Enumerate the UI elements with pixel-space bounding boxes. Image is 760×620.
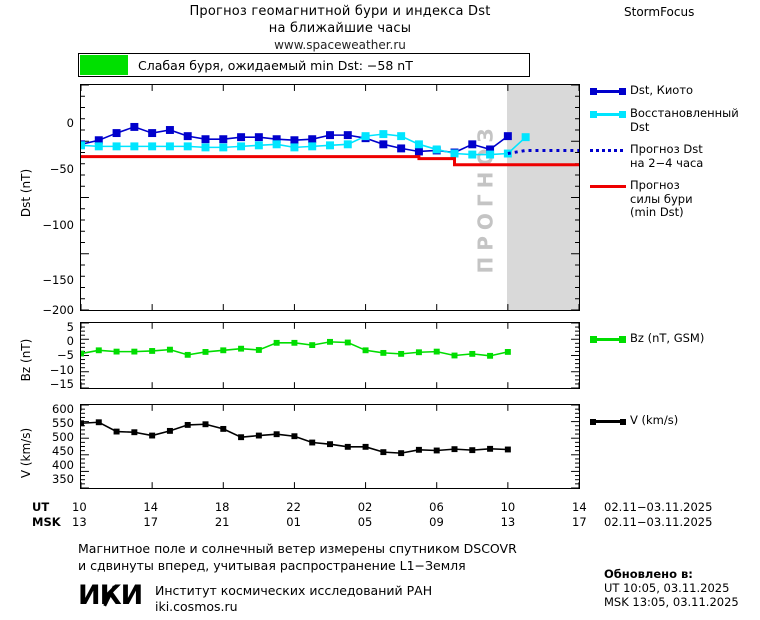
ut-tick-3: 22 [286,500,301,514]
measurement-note-line2: и сдвинуты вперед, учитывая распростране… [78,558,466,573]
v-ytick-3: 450 [52,444,74,458]
legend-label-storm-strength: Прогноз силы бури (min Dst) [630,178,693,219]
msk-tick-3: 01 [286,515,301,529]
dst-ytick-1: −50 [49,162,74,176]
dst-ytick-0: 0 [66,116,74,130]
time-axis-ut-row: UT 10 14 18 22 02 06 10 14 02.11−03.11.2… [0,500,760,514]
institute-url: iki.cosmos.ru [155,599,238,614]
v-ytick-5: 350 [52,472,74,486]
bz-ytick-3: −10 [49,363,74,377]
legend-label-dst-forecast: Прогноз Dst на 2−4 часа [630,142,704,170]
dst-plot-area [81,85,579,310]
page-title: Прогноз геомагнитной бури и индекса Dst [189,4,491,19]
dst-ytick-4: −200 [42,303,74,317]
measurement-note-line1: Магнитное поле и солнечный ветер измерен… [78,541,517,556]
dst-ytick-3: −150 [42,273,74,287]
bz-plot-area [81,323,579,388]
measurement-note: Магнитное поле и солнечный ветер измерен… [78,540,638,574]
legend-marker-dst-kyoto [590,85,626,98]
legend-label-bz: Bz (nT, GSM) [630,331,705,345]
dst-chart-panel: ПРОГНОЗ [80,84,580,311]
msk-tick-5: 09 [429,515,444,529]
legend-item-storm-strength: Прогноз силы бури (min Dst) [590,178,760,220]
bz-legend: Bz (nT, GSM) [590,331,705,355]
legend-item-bz: Bz (nT, GSM) [590,331,705,346]
msk-tick-0: 13 [72,515,87,529]
legend-label-v: V (km/s) [630,413,679,427]
site-url: www.spaceweather.ru [274,38,406,52]
ut-tick-7: 14 [572,500,587,514]
iki-logo-block: ИКИ [78,582,143,609]
msk-tick-7: 17 [572,515,587,529]
bz-ytick-2: −5 [57,348,74,362]
storm-status-banner: Слабая буря, ожидаемый min Dst: −58 nT [78,53,530,77]
v-ytick-2: 500 [52,430,74,444]
ut-tick-0: 10 [72,500,87,514]
forecast-region-shade [507,85,579,310]
v-legend: V (km/s) [590,413,679,437]
time-axis-msk-row: MSK 13 17 21 01 05 09 13 17 02.11−03.11.… [0,515,760,529]
legend-marker-v [590,415,626,428]
legend-marker-dst-forecast [590,144,626,157]
updated-title: Обновлено в: [604,567,693,581]
time-axis: UT 10 14 18 22 02 06 10 14 02.11−03.11.2… [0,500,760,529]
v-ytick-0: 600 [52,402,74,416]
page-subtitle: на ближайшие часы [268,21,412,36]
institute-name: Институт космических исследований РАН [155,583,433,598]
v-chart-panel [80,404,580,489]
dst-ytick-2: −100 [42,218,74,232]
msk-tick-2: 21 [214,515,230,529]
bz-axis-title: Bz (nT) [19,338,33,382]
v-ytick-4: 400 [52,458,74,472]
legend-item-dst-kyoto: Dst, Киото [590,83,760,98]
legend-marker-restored-dst [590,108,626,121]
status-color-swatch [80,55,128,75]
status-text: Слабая буря, ожидаемый min Dst: −58 nT [138,57,413,73]
v-axis-title: V (km/s) [19,427,33,479]
msk-tick-4: 05 [357,515,373,529]
time-axis-ut-key: UT [32,500,50,514]
legend-item-v: V (km/s) [590,413,679,428]
institute-block: Институт космических исследований РАН ik… [155,583,432,615]
v-ytick-1: 550 [52,416,74,430]
dst-legend: Dst, Киото Восстановленный Dst Прогноз D… [590,83,760,229]
bz-ytick-0: 5 [66,320,74,334]
msk-tick-1: 17 [143,515,159,529]
ut-tick-2: 18 [214,500,230,514]
legend-label-dst-kyoto: Dst, Киото [630,83,694,97]
brand-label: StormFocus [624,5,695,19]
legend-marker-storm-strength [590,180,626,193]
msk-date-range: 02.11−03.11.2025 [604,515,713,529]
legend-item-dst-forecast: Прогноз Dst на 2−4 часа [590,142,760,170]
bz-ytick-1: 0 [66,334,74,348]
dst-axis-title: Dst (nT) [19,168,33,218]
ut-tick-5: 06 [429,500,444,514]
msk-tick-6: 13 [500,515,516,529]
ut-date-range: 02.11−03.11.2025 [604,500,713,514]
iki-logo-icon: ИКИ [78,582,143,609]
v-plot-area [81,405,579,488]
legend-marker-bz [590,333,626,346]
bz-ytick-4: −15 [49,377,74,391]
updated-ut: UT 10:05, 03.11.2025 [604,581,730,595]
ut-tick-4: 02 [357,500,373,514]
time-axis-msk-key: MSK [32,515,61,529]
updated-block: Обновлено в: UT 10:05, 03.11.2025 MSK 13… [604,567,760,609]
bz-chart-panel [80,322,580,389]
ut-tick-1: 14 [143,500,159,514]
ut-tick-6: 10 [500,500,516,514]
legend-item-restored-dst: Восстановленный Dst [590,106,760,134]
updated-msk: MSK 13:05, 03.11.2025 [604,595,739,609]
legend-label-restored-dst: Восстановленный Dst [630,106,739,134]
